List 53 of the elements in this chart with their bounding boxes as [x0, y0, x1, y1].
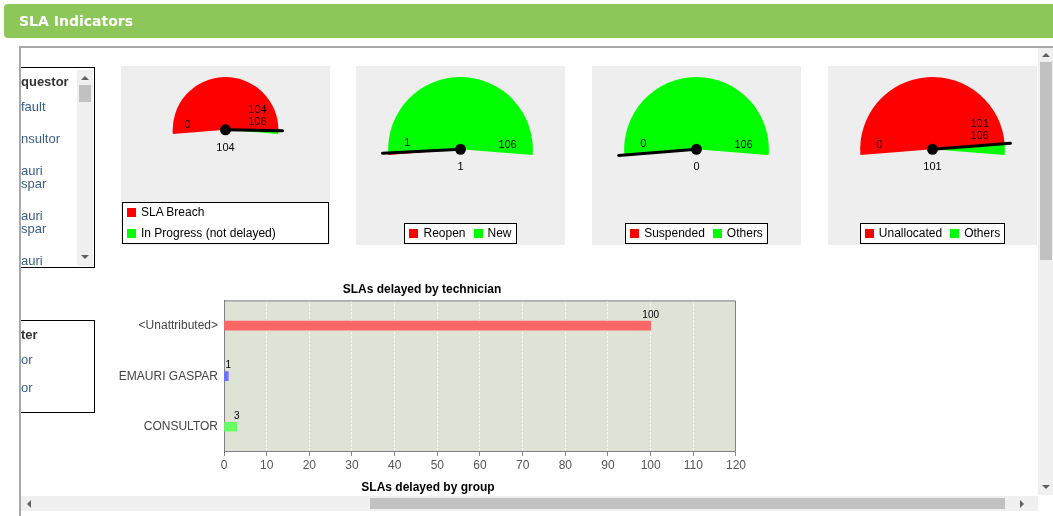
data-label: 1 [225, 359, 232, 371]
legend-label: Others [964, 226, 1001, 241]
x-tick-label: 10 [259, 457, 274, 472]
legend-label: Suspended [644, 226, 705, 241]
text: 0 [876, 138, 883, 151]
text: questor [21, 74, 69, 89]
chart-title: SLAs delayed by technician [342, 281, 502, 296]
x-tick-label: 60 [473, 457, 487, 472]
x-tick-label: 40 [387, 457, 402, 472]
legend-label: In Progress (not delayed) [141, 226, 276, 241]
x-tick-label: 30 [345, 457, 359, 472]
x-tick-label: 100 [640, 457, 661, 472]
legend-label: Reopen [423, 226, 466, 241]
text: 0 [184, 117, 191, 130]
text: 106 [498, 138, 517, 151]
text: auri [21, 253, 43, 268]
text: 0 [693, 160, 700, 173]
text: 106 [248, 114, 267, 127]
x-tick-label: 120 [725, 457, 747, 472]
text: 0 [640, 137, 647, 150]
x-tick-label: 90 [601, 457, 615, 472]
legend-label: SLA Breach [141, 205, 205, 220]
x-tick-label: 70 [515, 457, 530, 472]
text: 104 [216, 140, 235, 153]
legend-label: New [487, 226, 512, 241]
x-tick-label: 110 [683, 457, 704, 472]
text: 104 [248, 102, 267, 115]
y-tick-label: EMAURI GASPAR [118, 368, 219, 383]
y-tick-label: CONSULTOR [143, 419, 219, 434]
text: 106 [970, 129, 989, 142]
text: auri spar [21, 208, 48, 236]
legend-label: Others [726, 226, 763, 241]
text: nsultor [21, 131, 61, 146]
text: ter [21, 327, 38, 342]
text: 1 [404, 135, 411, 148]
text: auri spar [21, 163, 48, 191]
x-tick-label: 80 [558, 457, 573, 472]
text: 106 [734, 138, 753, 151]
text: or [21, 352, 33, 367]
x-tick-label: 20 [302, 457, 317, 472]
text: or [21, 380, 33, 395]
text: 101 [923, 160, 942, 173]
text: 101 [970, 117, 989, 130]
data-label: 100 [642, 308, 660, 320]
y-tick-label: <Unattributed> [138, 317, 218, 332]
data-label: 3 [234, 409, 241, 421]
text: SLA Indicators [19, 13, 134, 29]
x-tick-label: 50 [430, 457, 445, 472]
text: 1 [457, 160, 464, 173]
text: SLAs delayed by group [361, 480, 495, 494]
legend-label: Unallocated [878, 226, 943, 241]
text: fault [21, 99, 46, 114]
x-tick-label: 0 [220, 457, 228, 472]
